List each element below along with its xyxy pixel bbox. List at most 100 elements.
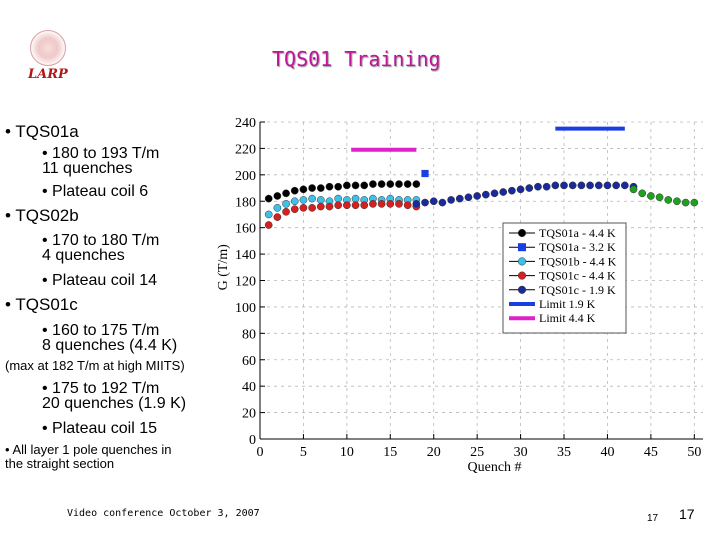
data-point (560, 181, 568, 190)
data-point (499, 188, 508, 196)
bullet-tqs02b-plateau: • Plateau coil 14 (42, 272, 158, 289)
logo-text: LARP (28, 67, 68, 82)
x-tick-label: 40 (600, 445, 614, 460)
data-point (273, 213, 282, 221)
x-axis-label: Quench # (468, 460, 522, 475)
data-point (568, 181, 577, 190)
data-point (299, 196, 308, 204)
y-tick-label: 140 (235, 248, 256, 263)
data-point (386, 200, 395, 208)
y-tick-label: 240 (235, 116, 256, 131)
bullet-tqs02b-quenches: 4 quenches (42, 247, 125, 264)
data-point (334, 194, 343, 203)
data-point (638, 189, 647, 198)
bullet-tqs02b: • TQS02b (5, 206, 79, 225)
data-point (481, 190, 490, 199)
data-point (369, 180, 377, 188)
data-point (429, 197, 438, 206)
data-point (351, 201, 360, 210)
data-point (299, 204, 308, 212)
legend-marker (517, 285, 527, 294)
y-tick-label: 100 (235, 301, 256, 316)
data-point (299, 185, 308, 194)
bullet-tqs01c-plateau: • Plateau coil 15 (42, 420, 158, 437)
data-point (455, 194, 464, 203)
x-tick-label: 5 (300, 445, 307, 460)
data-point (290, 205, 299, 214)
y-tick-label: 20 (242, 407, 256, 422)
legend-label: Limit 1.9 K (539, 297, 596, 311)
x-tick-label: 25 (470, 445, 484, 460)
data-point (412, 180, 421, 188)
data-point (264, 210, 273, 219)
data-point (273, 204, 282, 212)
data-point (534, 182, 542, 191)
y-tick-label: 40 (242, 380, 256, 395)
y-tick-label: 0 (249, 433, 256, 448)
data-point (351, 181, 360, 190)
data-point (673, 197, 681, 206)
legend-label: TQS01c - 4.4 K (539, 269, 616, 283)
data-point (612, 181, 620, 190)
slide-title: TQS01 Training (272, 47, 441, 71)
y-tick-label: 120 (235, 275, 256, 290)
data-point (490, 189, 499, 198)
x-tick-label: 50 (687, 445, 701, 460)
data-point (412, 200, 421, 208)
data-point (386, 180, 395, 188)
data-point (334, 182, 343, 191)
data-point (551, 181, 560, 190)
data-point (525, 184, 534, 192)
legend-label: TQS01a - 3.2 K (539, 240, 616, 254)
data-point (403, 201, 412, 210)
data-point (542, 182, 551, 191)
legend-label: TQS01c - 1.9 K (539, 283, 616, 297)
data-point (516, 185, 525, 194)
data-point (377, 200, 386, 208)
data-point (282, 207, 290, 216)
y-tick-label: 160 (235, 222, 256, 237)
data-point (351, 194, 360, 203)
bullet-tqs01c-range-19k: • 175 to 192 T/m (42, 380, 160, 397)
data-point (395, 200, 403, 208)
legend-label: TQS01a - 4.4 K (539, 226, 616, 240)
bullet-tqs01c-range-44k: • 160 to 175 T/m (42, 322, 160, 339)
data-point (403, 180, 412, 188)
data-point (264, 221, 273, 229)
data-point (308, 184, 316, 192)
y-axis-label: G (T/m) (216, 244, 231, 291)
footer-text: Video conference October 3, 2007 (67, 508, 260, 519)
data-point (290, 197, 299, 206)
data-point (334, 201, 343, 210)
y-tick-label: 200 (235, 169, 256, 184)
bullet-pole-quenches: • All layer 1 pole quenches in (5, 442, 172, 457)
data-point (325, 182, 334, 191)
data-point (369, 200, 377, 208)
note-max-miits: (max at 182 T/m at high MIITS) (5, 358, 185, 373)
bullet-tqs01a: • TQS01a (5, 122, 79, 141)
training-chart: 0 20 40 60 80 100 120 140 160 180 200 220 240 0 5 10 15 2… (216, 116, 703, 475)
data-point (360, 181, 369, 190)
bullet-tqs01c-quenches-19k: 20 quenches (1.9 K) (42, 395, 187, 412)
data-point (508, 186, 516, 195)
y-tick-label: 80 (242, 327, 256, 342)
data-point (655, 193, 664, 202)
data-point (308, 204, 316, 212)
legend-label: Limit 4.4 K (539, 311, 596, 325)
legend-marker (517, 271, 527, 280)
data-point (473, 192, 482, 200)
bullet-tqs02b-range: • 170 to 180 T/m (42, 232, 160, 249)
y-tick-label: 180 (235, 195, 256, 210)
x-tick-label: 35 (557, 445, 571, 460)
data-point (421, 198, 429, 207)
data-point (395, 180, 403, 188)
bullet-tqs01a-plateau: • Plateau coil 6 (42, 183, 149, 200)
data-point (447, 196, 455, 204)
larp-emblem-icon (30, 30, 66, 66)
data-point (438, 198, 447, 207)
x-tick-label: 0 (257, 445, 264, 460)
y-tick-label: 60 (242, 354, 256, 369)
data-point (620, 181, 629, 190)
data-point (316, 184, 325, 192)
bullet-tqs01c-quenches-44k: 8 quenches (4.4 K) (42, 337, 178, 354)
